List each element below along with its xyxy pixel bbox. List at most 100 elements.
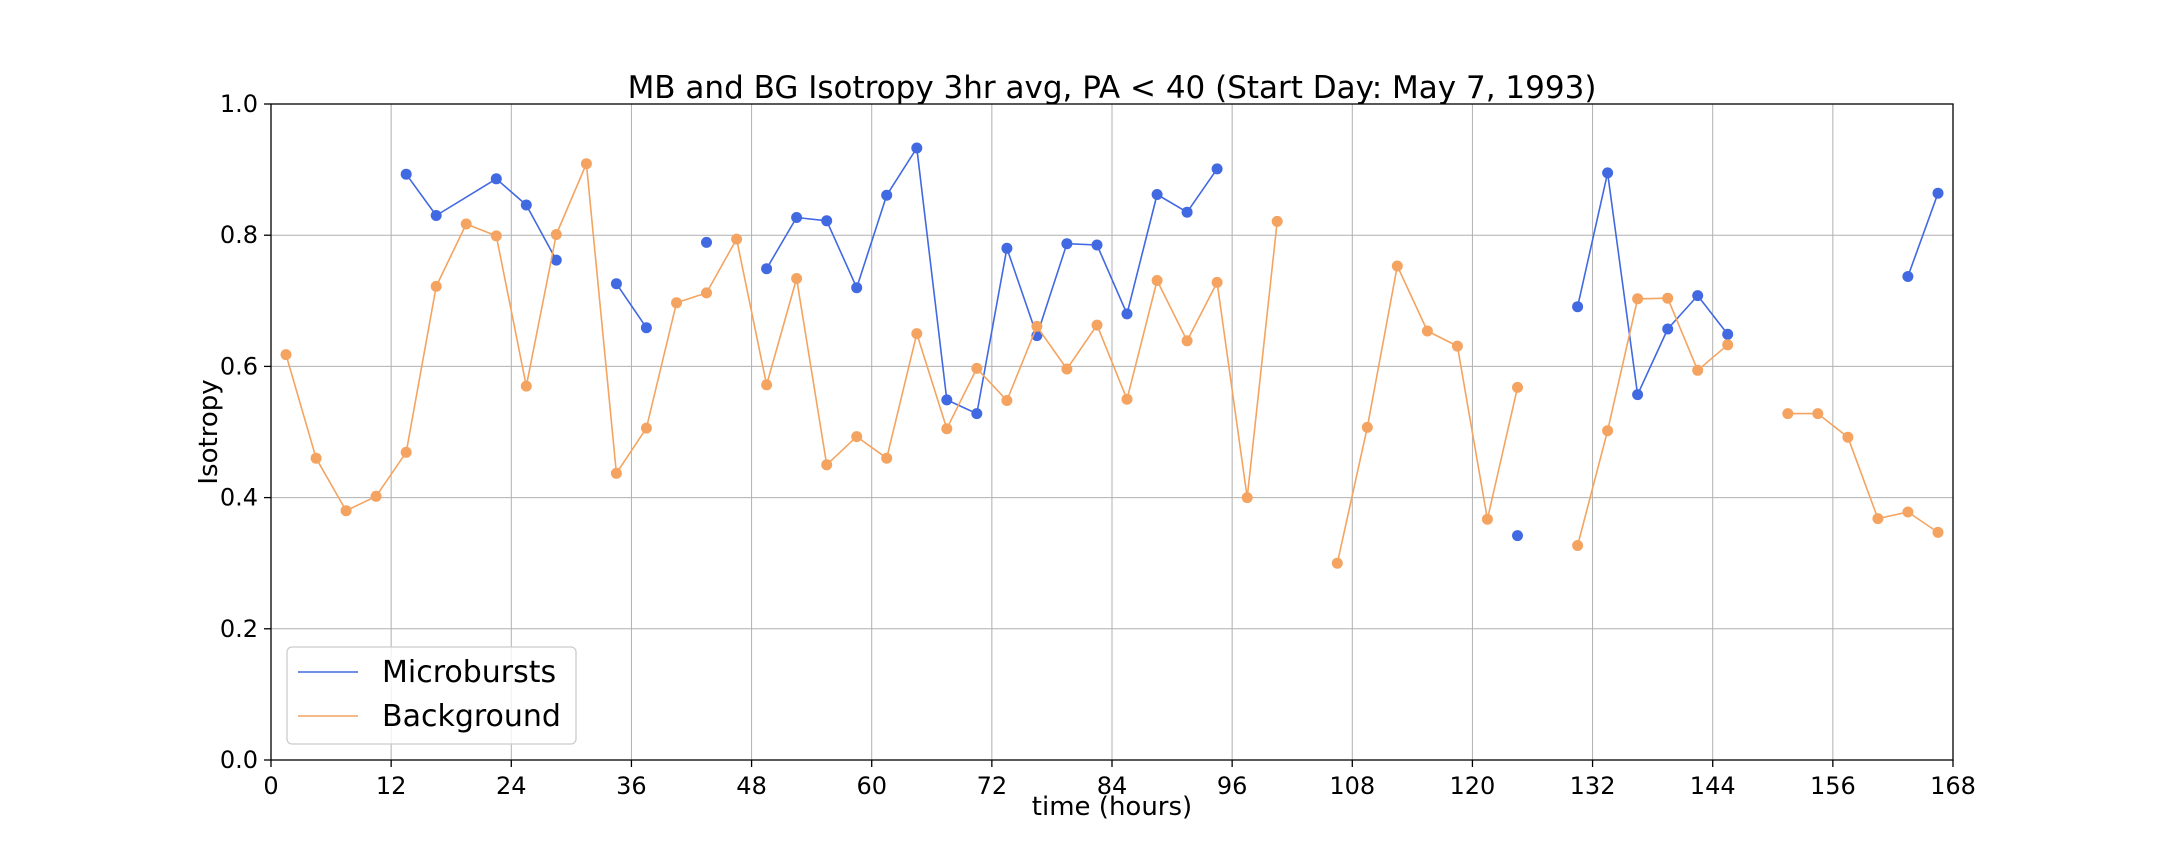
x-tick-label: 120 [1450, 772, 1496, 800]
data-point-background [550, 229, 562, 240]
data-point-background [1481, 513, 1493, 525]
data-point-background [520, 380, 532, 392]
data-point-background [610, 467, 622, 479]
data-point-microbursts [941, 394, 953, 406]
x-tick-label: 168 [1930, 772, 1976, 800]
data-point-background [761, 379, 773, 391]
data-point-background [1512, 381, 1523, 393]
legend: Microbursts Background [286, 646, 577, 745]
ticks: 0 12 24 36 48 60 72 84 96 108 120 132 144 156 168 0.0 0.… [220, 90, 1976, 800]
data-point-microbursts [1091, 239, 1103, 251]
y-tick-label: 0.0 [220, 746, 258, 774]
chart-title: MB and BG Isotropy 3hr avg, PA < 40 (Sta… [628, 70, 1597, 106]
data-point-microbursts [791, 212, 803, 223]
data-point-background [1211, 276, 1223, 288]
legend-label-microbursts: Microbursts [382, 655, 556, 690]
series-layer [280, 142, 1944, 569]
x-tick-label: 132 [1570, 772, 1616, 800]
series-line-background [285, 162, 1278, 512]
data-point-background [1001, 395, 1013, 406]
data-point-background [640, 422, 652, 434]
x-tick-label: 12 [376, 772, 407, 800]
series-line-microbursts [1907, 192, 1939, 277]
series-line-microbursts [765, 147, 1218, 415]
x-tick-label: 96 [1217, 772, 1248, 800]
data-point-background [1602, 425, 1614, 437]
data-point-background [1872, 513, 1884, 525]
x-tick-label: 48 [736, 772, 767, 800]
y-axis-label: Isotropy [194, 379, 224, 484]
data-point-microbursts [1061, 238, 1073, 250]
data-point-microbursts [881, 189, 893, 201]
x-tick-label: 36 [616, 772, 647, 800]
x-tick-label: 0 [263, 772, 278, 800]
data-point-microbursts [1932, 187, 1944, 199]
data-point-background [1031, 320, 1043, 332]
data-point-microbursts [1692, 290, 1704, 302]
data-point-background [851, 431, 863, 443]
x-tick-label: 156 [1810, 772, 1856, 800]
data-point-background [430, 280, 442, 292]
data-point-background [1271, 215, 1283, 227]
x-axis-label: time (hours) [1032, 792, 1192, 822]
data-point-background [310, 452, 322, 464]
data-point-microbursts [821, 215, 833, 227]
data-point-background [1632, 293, 1644, 305]
y-tick-label: 0.8 [220, 221, 258, 249]
y-tick-label: 1.0 [220, 90, 258, 118]
data-point-background [1361, 421, 1373, 433]
x-tick-label: 60 [856, 772, 887, 800]
data-point-background [1782, 408, 1794, 420]
data-point-background [370, 490, 382, 502]
data-point-microbursts [1902, 271, 1914, 282]
data-point-background [971, 362, 983, 374]
data-point-microbursts [490, 173, 502, 185]
legend-label-background: Background [382, 699, 561, 734]
data-point-background [1091, 319, 1103, 331]
data-point-background [460, 218, 472, 230]
x-tick-label: 84 [1097, 772, 1128, 800]
data-point-background [1181, 335, 1193, 347]
series-microbursts [400, 142, 1944, 542]
data-point-background [821, 459, 833, 471]
x-tick-label: 108 [1329, 772, 1375, 800]
y-tick-label: 0.4 [220, 484, 258, 512]
data-point-background [400, 446, 412, 458]
data-point-background [1391, 260, 1403, 272]
data-point-background [490, 230, 502, 242]
data-point-microbursts [1181, 206, 1193, 218]
data-point-background [1061, 363, 1073, 375]
data-point-microbursts [701, 236, 712, 248]
data-point-background [1662, 292, 1674, 304]
data-point-microbursts [1572, 301, 1584, 313]
data-point-background [1451, 340, 1463, 352]
data-point-microbursts [911, 142, 923, 154]
data-point-microbursts [1632, 389, 1644, 401]
data-point-background [671, 297, 682, 309]
data-point-microbursts [430, 210, 442, 221]
data-point-microbursts [1512, 530, 1523, 542]
legend-box [286, 646, 577, 745]
data-point-microbursts [640, 322, 652, 334]
data-point-background [881, 452, 893, 464]
data-point-background [1572, 540, 1584, 551]
data-point-background [1722, 339, 1734, 351]
data-point-microbursts [761, 263, 773, 275]
series-line-background [1576, 297, 1729, 546]
data-point-microbursts [971, 408, 983, 420]
data-point-background [1842, 431, 1854, 443]
data-point-background [1151, 275, 1163, 286]
data-point-background [701, 287, 712, 299]
data-point-background [1812, 408, 1824, 420]
data-point-microbursts [1662, 323, 1674, 335]
y-tick-label: 0.6 [220, 352, 258, 380]
data-point-background [1331, 557, 1343, 569]
data-point-background [1421, 325, 1433, 337]
data-point-background [941, 423, 953, 435]
data-point-microbursts [1602, 167, 1614, 179]
data-point-background [1692, 364, 1704, 376]
data-point-background [1241, 492, 1253, 504]
series-line-microbursts [1576, 172, 1729, 396]
data-point-microbursts [1151, 189, 1163, 200]
